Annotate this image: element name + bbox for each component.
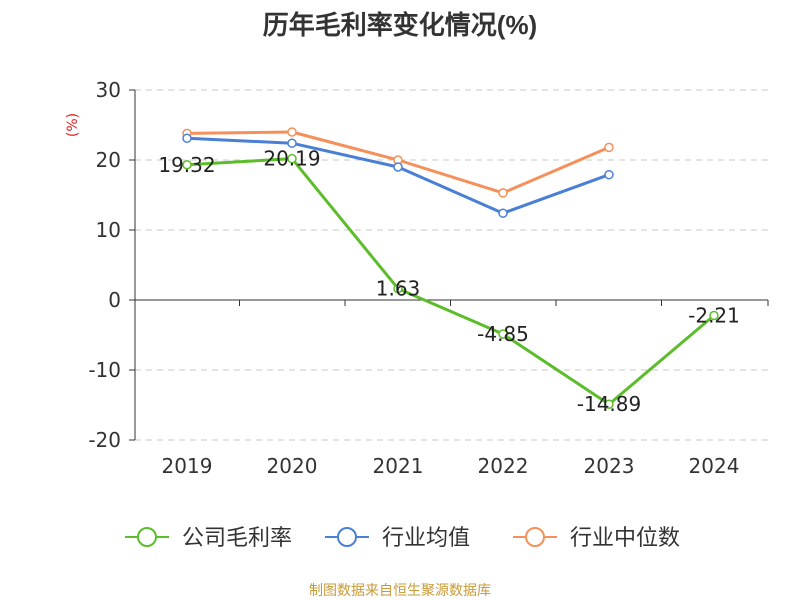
series-line: [186, 157, 715, 406]
x-tick-label: 2022: [478, 454, 529, 478]
data-label: 20.19: [263, 147, 320, 171]
data-label: -2.21: [688, 303, 740, 327]
series-point: [182, 133, 192, 144]
legend: 公司毛利率 行业均值 行业中位数: [125, 526, 680, 551]
y-tick-label: 20: [96, 148, 121, 172]
y-tick-label: 0: [108, 288, 121, 312]
legend-swatch-marker: [137, 527, 157, 547]
data-label: -4.85: [477, 322, 529, 346]
data-labels: 19.32 20.19 1.63 -4.85 -14.89 -2.21: [158, 147, 740, 417]
y-axis-ticks: 30 20 10 0 -10 -20: [88, 78, 121, 452]
series-point: [498, 329, 508, 339]
legend-item: 行业中位数: [513, 526, 680, 551]
data-label: 1.63: [376, 277, 421, 301]
legend-label: 行业均值: [382, 526, 470, 551]
series-group: [182, 127, 719, 409]
gridlines: [135, 89, 768, 441]
series-point: [287, 127, 297, 137]
x-tick-label: 2023: [584, 454, 635, 478]
y-tick-label: -10: [88, 358, 121, 382]
x-tick-label: 2019: [162, 454, 213, 478]
series-point: [182, 160, 192, 170]
legend-label: 公司毛利率: [182, 526, 292, 551]
x-tick-label: 2020: [267, 454, 318, 478]
legend-label: 行业中位数: [570, 526, 680, 551]
x-axis-ticks: 2019 2020 2021 2022 2023 2024: [162, 454, 740, 478]
series-point: [709, 310, 719, 321]
series-point: [393, 162, 403, 172]
x-tick-label: 2024: [689, 454, 740, 478]
x-tick-label: 2021: [373, 454, 424, 478]
series-point: [498, 208, 508, 218]
data-label: 19.32: [158, 153, 215, 177]
y-tick-label: -20: [88, 428, 121, 452]
chart-title: 历年毛利率变化情况(%): [263, 10, 537, 40]
series-point: [287, 153, 297, 164]
series-point: [604, 142, 614, 153]
axes: [129, 89, 769, 441]
series-point: [393, 283, 403, 294]
y-tick-label: 10: [96, 218, 121, 242]
legend-item: 公司毛利率: [125, 526, 292, 551]
series-point: [287, 138, 297, 148]
legend-swatch-marker: [525, 527, 545, 547]
y-tick-label: 30: [96, 78, 121, 102]
series-point: [604, 169, 614, 180]
series-point: [498, 188, 508, 198]
legend-item: 行业均值: [325, 526, 470, 551]
legend-swatch-marker: [337, 527, 357, 547]
data-label: -14.89: [577, 392, 641, 416]
y-axis-unit-label: (%): [65, 113, 81, 137]
series-point: [604, 399, 614, 409]
source-note: 制图数据来自恒生聚源数据库: [309, 583, 491, 599]
